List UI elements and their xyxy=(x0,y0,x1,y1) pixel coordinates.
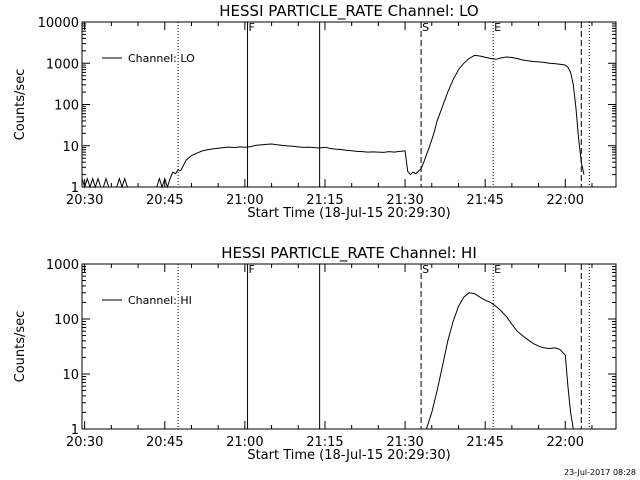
y-tick-label: 100 xyxy=(54,313,79,328)
event-marker-label: E xyxy=(494,263,501,276)
legend-label: Channel: HI xyxy=(128,294,192,307)
x-tick-label: 21:15 xyxy=(306,193,343,208)
x-tick-label: 20:30 xyxy=(66,193,103,208)
chart-title: HESSI PARTICLE_RATE Channel: LO xyxy=(219,2,478,21)
x-tick-label: 21:15 xyxy=(306,435,343,450)
x-axis-label: Start Time (18-Jul-15 20:29:30) xyxy=(247,206,450,221)
event-marker-label: F xyxy=(249,21,255,34)
y-tick-label: 1 xyxy=(71,181,79,196)
legend-label: Channel: LO xyxy=(128,52,195,65)
y-axis-label: Counts/sec xyxy=(13,69,28,141)
x-tick-label: 22:00 xyxy=(547,193,584,208)
x-tick-label: 20:45 xyxy=(146,193,183,208)
x-tick-label: 21:30 xyxy=(386,193,423,208)
y-tick-label: 1 xyxy=(71,423,79,438)
y-tick-label: 10 xyxy=(62,140,79,155)
x-tick-label: 21:45 xyxy=(466,435,503,450)
series-line-channel-hi xyxy=(425,292,574,430)
y-tick-label: 100 xyxy=(54,99,79,114)
x-tick-label: 21:30 xyxy=(386,435,423,450)
x-axis-label: Start Time (18-Jul-15 20:29:30) xyxy=(247,448,450,463)
x-tick-label: 21:00 xyxy=(226,435,263,450)
panel-hi: HESSI PARTICLE_RATE Channel: HI Counts/se… xyxy=(13,244,617,463)
x-tick-label: 20:45 xyxy=(146,435,183,450)
timestamp-label: 23-Jul-2017 08:28 xyxy=(564,468,636,477)
x-tick-label: 20:30 xyxy=(66,435,103,450)
y-tick-label: 10000 xyxy=(38,16,79,31)
plot-frame xyxy=(81,263,617,430)
y-tick-label: 10 xyxy=(62,368,79,383)
x-tick-label: 21:00 xyxy=(226,193,263,208)
event-marker-label: E xyxy=(494,21,501,34)
y-tick-label: 1000 xyxy=(46,258,79,273)
series-line-channel-lo xyxy=(81,54,585,189)
chart-title: HESSI PARTICLE_RATE Channel: HI xyxy=(221,244,477,263)
x-tick-label: 22:00 xyxy=(547,435,584,450)
x-tick-label: 21:45 xyxy=(466,193,503,208)
event-marker-label: S xyxy=(422,263,429,276)
event-marker-label: F xyxy=(249,263,255,276)
event-marker-label: S xyxy=(422,21,429,34)
y-tick-label: 1000 xyxy=(46,57,79,72)
y-axis-label: Counts/sec xyxy=(13,311,28,383)
panel-lo: HESSI PARTICLE_RATE Channel: LO Counts/se… xyxy=(13,2,617,221)
plot-frame xyxy=(81,21,617,188)
